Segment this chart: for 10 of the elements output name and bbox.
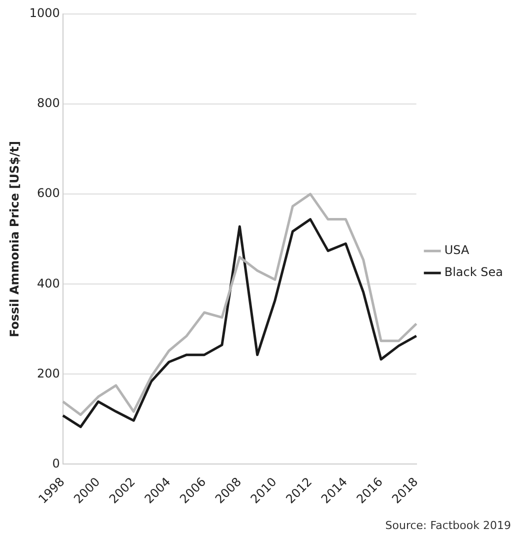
- y-axis-title: Fossil Ammonia Price [US$/t]: [7, 141, 22, 338]
- legend-label: Black Sea: [444, 265, 504, 280]
- y-tick-label: 400: [37, 276, 60, 290]
- y-tick-label: 800: [37, 96, 60, 110]
- y-tick-label: 0: [52, 456, 60, 470]
- source-note: Source: Factbook 2019: [385, 519, 511, 532]
- legend-label: USA: [444, 243, 470, 258]
- y-tick-label: 200: [37, 366, 60, 380]
- y-tick-label: 1000: [29, 6, 60, 20]
- y-tick-label: 600: [37, 186, 60, 200]
